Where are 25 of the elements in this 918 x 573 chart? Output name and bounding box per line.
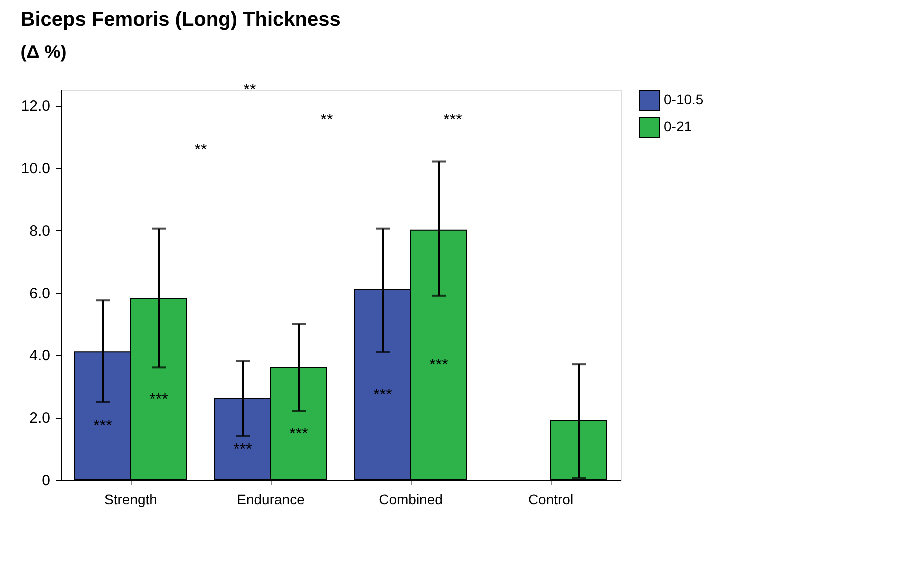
annotation: ** (194, 142, 208, 159)
y-tick-label: 10.0 (21, 160, 50, 178)
annotation: ** (244, 82, 256, 99)
y-tick-label: 4.0 (30, 348, 50, 365)
y-tick-label: 2.0 (30, 410, 50, 428)
data-label: *** (150, 392, 168, 409)
data-label: *** (234, 441, 252, 458)
x-tick-label: Combined (379, 492, 443, 508)
data-label: *** (430, 357, 448, 374)
data-label: *** (94, 418, 112, 436)
y-tick-label: 8.0 (30, 222, 50, 240)
y-axis-title: (Δ %) (20, 42, 67, 62)
legend-label: 0-21 (664, 118, 692, 134)
annotation: *** (444, 112, 462, 129)
chart-title: Biceps Femoris (Long) Thickness (20, 9, 341, 31)
y-tick-label: 6.0 (30, 285, 50, 302)
annotation: ** (320, 112, 334, 129)
x-tick-label: Control (528, 492, 574, 508)
data-label: *** (374, 386, 392, 404)
y-tick-label: 0 (42, 472, 50, 490)
x-tick-label: Strength (104, 492, 158, 508)
x-tick-label: Endurance (237, 492, 306, 508)
data-label: *** (290, 426, 308, 443)
legend-label: 0-10.5 (664, 92, 704, 108)
y-tick-label: 12.0 (21, 98, 50, 116)
